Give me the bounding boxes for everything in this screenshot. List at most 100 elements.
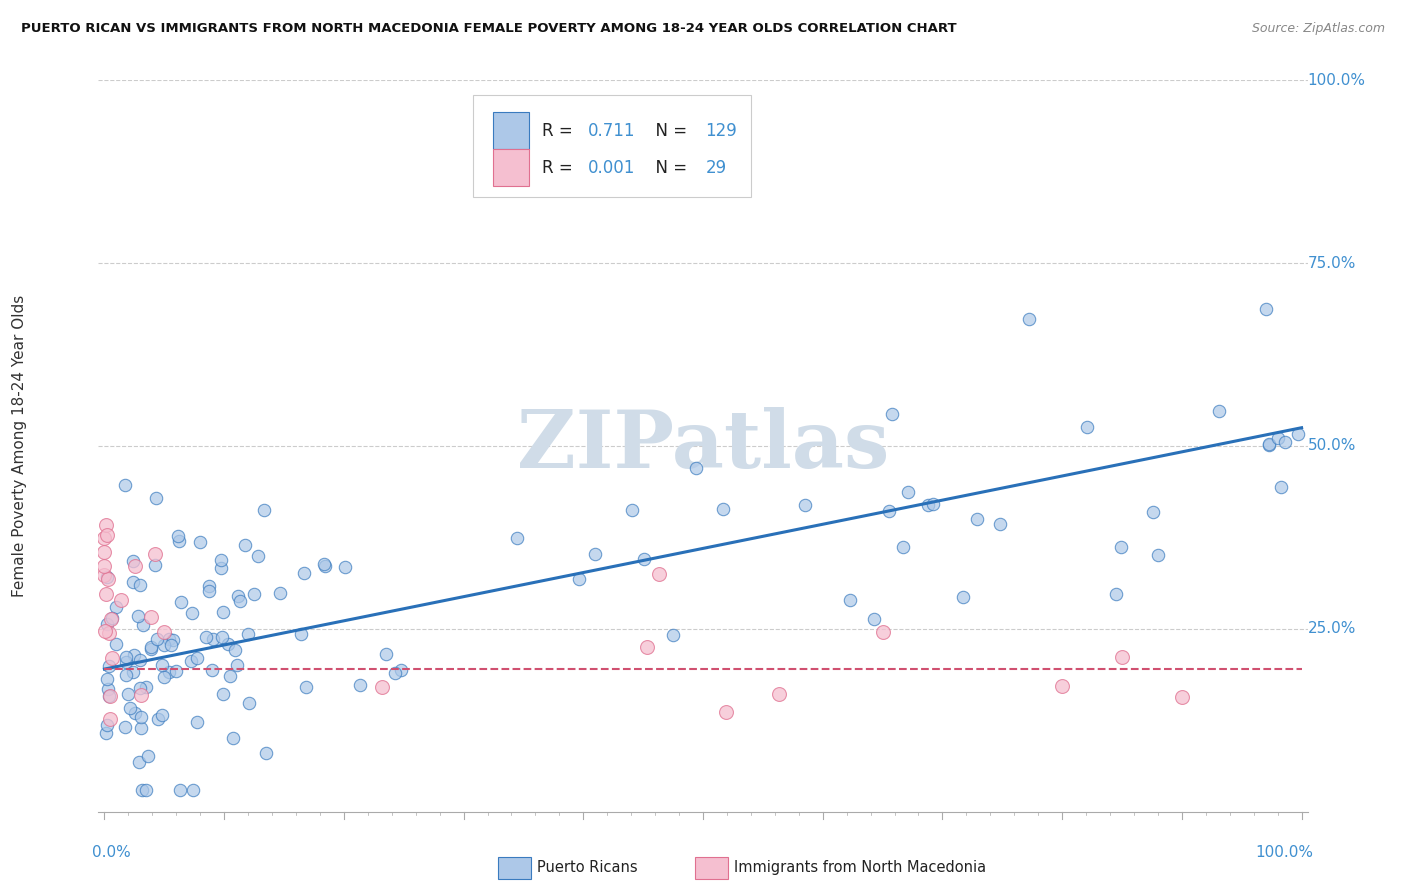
Text: R =: R = — [543, 122, 578, 140]
Point — [96, 718, 118, 732]
Point — [153, 670, 176, 684]
Point — [198, 583, 221, 598]
Point — [233, 538, 256, 552]
Point — [165, 664, 187, 678]
Point — [1018, 311, 1040, 326]
Point — [872, 624, 894, 639]
Point — [1286, 426, 1309, 441]
Point — [711, 502, 734, 516]
Text: 29: 29 — [706, 159, 727, 177]
Text: PUERTO RICAN VS IMMIGRANTS FROM NORTH MACEDONIA FEMALE POVERTY AMONG 18-24 YEAR : PUERTO RICAN VS IMMIGRANTS FROM NORTH MA… — [21, 22, 956, 36]
Point — [1254, 301, 1277, 316]
Point — [242, 586, 264, 600]
Point — [97, 572, 120, 586]
Point — [169, 782, 191, 797]
Text: Puerto Ricans: Puerto Ricans — [537, 860, 638, 874]
Point — [136, 749, 159, 764]
Point — [127, 609, 149, 624]
Point — [94, 587, 117, 601]
Point — [105, 637, 128, 651]
Point — [839, 593, 862, 607]
Point — [94, 624, 117, 639]
Point — [1146, 548, 1168, 562]
Point — [146, 632, 169, 646]
Point — [292, 566, 315, 580]
Point — [157, 632, 180, 646]
Point — [150, 658, 173, 673]
Point — [97, 689, 120, 703]
Point — [568, 572, 591, 586]
Point — [389, 663, 412, 677]
Point — [224, 643, 246, 657]
Point — [93, 531, 115, 545]
Text: N =: N = — [645, 159, 692, 177]
Point — [1258, 437, 1281, 451]
Text: 75.0%: 75.0% — [1308, 256, 1355, 270]
FancyBboxPatch shape — [492, 112, 529, 149]
Point — [131, 782, 153, 797]
Point — [180, 654, 202, 668]
Point — [202, 632, 225, 647]
Point — [990, 516, 1012, 531]
Point — [153, 625, 176, 640]
Point — [226, 657, 249, 672]
Point — [1270, 480, 1292, 494]
Point — [114, 477, 136, 491]
Point — [716, 705, 738, 719]
Point — [198, 579, 221, 593]
Point — [1050, 679, 1073, 693]
Text: 50.0%: 50.0% — [1308, 439, 1355, 453]
Point — [229, 594, 252, 608]
Point — [188, 534, 211, 549]
Point — [93, 558, 115, 573]
Point — [897, 485, 920, 500]
Point — [114, 667, 136, 681]
Point — [371, 680, 394, 694]
Point — [201, 663, 224, 677]
Point — [636, 640, 658, 655]
Point — [877, 504, 900, 518]
Text: Source: ZipAtlas.com: Source: ZipAtlas.com — [1251, 22, 1385, 36]
Text: N =: N = — [645, 122, 692, 140]
Point — [209, 561, 232, 575]
Point — [117, 687, 139, 701]
Text: 0.001: 0.001 — [588, 159, 636, 177]
Point — [101, 611, 124, 625]
Point — [1274, 434, 1296, 449]
Point — [129, 689, 152, 703]
Point — [94, 518, 117, 533]
Point — [952, 590, 974, 604]
Point — [122, 648, 145, 662]
Point — [129, 681, 152, 696]
Point — [160, 638, 183, 652]
Point — [118, 701, 141, 715]
Point — [384, 666, 406, 681]
Text: 100.0%: 100.0% — [1256, 845, 1313, 860]
Point — [247, 549, 270, 563]
Point — [114, 655, 136, 669]
Point — [180, 606, 202, 620]
Point — [100, 651, 122, 665]
Point — [96, 528, 118, 542]
Point — [620, 503, 643, 517]
Point — [98, 712, 121, 726]
Point — [148, 712, 170, 726]
Point — [583, 547, 606, 561]
Point — [143, 547, 166, 561]
Point — [1142, 505, 1164, 519]
Point — [96, 673, 118, 687]
FancyBboxPatch shape — [474, 95, 751, 197]
Point — [294, 680, 316, 694]
Point — [129, 721, 152, 735]
Point — [141, 610, 163, 624]
Point — [122, 665, 145, 679]
FancyBboxPatch shape — [492, 149, 529, 186]
Point — [1171, 690, 1194, 704]
Point — [122, 554, 145, 568]
Point — [96, 617, 118, 632]
Point — [218, 669, 240, 683]
Point — [1076, 420, 1098, 434]
Point — [129, 652, 152, 666]
Point — [114, 720, 136, 734]
Text: R =: R = — [543, 159, 578, 177]
